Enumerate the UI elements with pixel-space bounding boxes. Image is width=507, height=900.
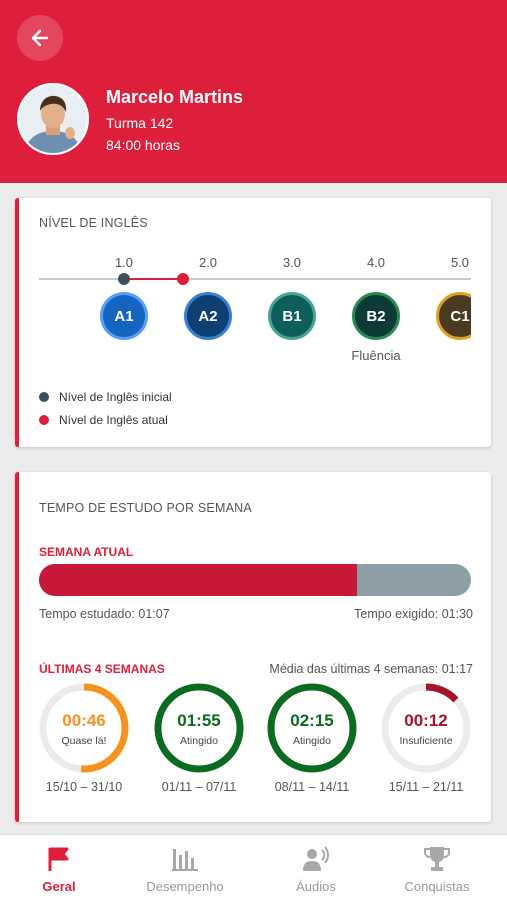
english-level-card: NÍVEL DE INGLÊS 1.0 2.0 3.0 4.0 5.0 A1 A… bbox=[15, 198, 491, 447]
arrow-left-icon bbox=[31, 29, 49, 47]
level-b2-label: B2 bbox=[366, 307, 386, 325]
legend-initial: Nível de Inglês inicial bbox=[39, 390, 172, 404]
week-ring-progress bbox=[154, 683, 244, 773]
week-ring-progress bbox=[39, 683, 129, 773]
level-c1-clip: C1 bbox=[433, 292, 471, 344]
nav-label: Geral bbox=[42, 879, 76, 894]
week-ring-progress bbox=[381, 683, 471, 773]
profile-header: Marcelo Martins Turma 142 84:00 horas bbox=[0, 0, 507, 183]
legend-initial-dot bbox=[39, 392, 49, 402]
bottom-navigation: Geral Desempenho Áudios Conquistas bbox=[0, 834, 507, 900]
flag-icon bbox=[48, 847, 69, 871]
user-hours: 84:00 horas bbox=[106, 137, 180, 153]
user-photo-icon bbox=[19, 85, 87, 153]
current-week-progress-bar bbox=[39, 564, 471, 596]
tick-label: 5.0 bbox=[450, 255, 470, 270]
week-time: 00:12 bbox=[404, 711, 448, 730]
legend-current-dot bbox=[39, 415, 49, 425]
week-ring bbox=[39, 683, 129, 773]
level-a2[interactable]: A2 bbox=[184, 292, 232, 340]
week-ring bbox=[381, 683, 471, 773]
study-time-card: TEMPO DE ESTUDO POR SEMANA SEMANA ATUAL … bbox=[15, 472, 491, 822]
nav-item-conquistas[interactable]: Conquistas bbox=[382, 835, 492, 900]
level-a1-label: A1 bbox=[114, 307, 134, 325]
legend-current: Nível de Inglês atual bbox=[39, 413, 168, 427]
average-time: Média das últimas 4 semanas: 01:17 bbox=[269, 662, 473, 676]
nav-label: Conquistas bbox=[404, 879, 470, 894]
legend-current-label: Nível de Inglês atual bbox=[59, 413, 168, 427]
legend-initial-label: Nível de Inglês inicial bbox=[59, 390, 172, 404]
nav-item-desempenho[interactable]: Desempenho bbox=[130, 835, 240, 900]
nav-item-geral[interactable]: Geral bbox=[4, 835, 114, 900]
week-ring bbox=[154, 683, 244, 773]
level-b2[interactable]: B2 bbox=[352, 292, 400, 340]
avatar bbox=[17, 83, 89, 155]
required-time: Tempo exigido: 01:30 bbox=[354, 607, 473, 621]
level-c1[interactable]: C1 bbox=[436, 292, 471, 340]
tick-label: 3.0 bbox=[282, 255, 302, 270]
week-time: 02:15 bbox=[290, 711, 334, 730]
current-week-label: SEMANA ATUAL bbox=[39, 545, 134, 559]
nav-label: Áudios bbox=[296, 879, 336, 894]
level-track bbox=[39, 278, 471, 280]
week-range: 15/10 – 31/10 bbox=[45, 780, 123, 794]
b2-fluency-note: Fluência bbox=[351, 348, 401, 363]
tick-label: 4.0 bbox=[366, 255, 386, 270]
speaking-person-icon bbox=[303, 846, 329, 871]
week-range: 01/11 – 07/11 bbox=[161, 780, 237, 794]
week-status: Insuficiente bbox=[399, 735, 453, 747]
current-level-marker bbox=[176, 273, 189, 285]
nav-label: Desempenho bbox=[146, 879, 224, 894]
bar-chart-icon bbox=[172, 849, 198, 871]
level-a2-label: A2 bbox=[198, 307, 218, 325]
last-weeks-label: ÚLTIMAS 4 SEMANAS bbox=[39, 662, 165, 676]
week-ring-progress bbox=[267, 683, 357, 773]
level-b1-label: B1 bbox=[282, 307, 302, 325]
initial-level-marker bbox=[118, 273, 130, 285]
trophy-icon bbox=[424, 847, 450, 871]
user-name: Marcelo Martins bbox=[106, 87, 244, 107]
week-range: 08/11 – 14/11 bbox=[274, 780, 350, 794]
tick-label: 2.0 bbox=[198, 255, 218, 270]
current-week-progress-fill bbox=[39, 564, 358, 596]
nav-item-audios[interactable]: Áudios bbox=[261, 835, 371, 900]
tick-label: 1.0 bbox=[114, 255, 134, 270]
week-summary[interactable]: 01:55 Atingido 01/11 – 07/11 bbox=[153, 682, 245, 794]
week-summary[interactable]: 02:15 Atingido 08/11 – 14/11 bbox=[266, 682, 358, 794]
level-a1[interactable]: A1 bbox=[100, 292, 148, 340]
week-range: 15/11 – 21/11 bbox=[388, 780, 464, 794]
week-status: Atingido bbox=[180, 735, 218, 747]
level-c1-label: C1 bbox=[450, 307, 470, 325]
week-time: 01:55 bbox=[177, 711, 221, 730]
week-ring bbox=[267, 683, 357, 773]
english-level-title: NÍVEL DE INGLÊS bbox=[39, 216, 148, 230]
level-progress bbox=[124, 278, 183, 280]
week-time: 00:46 bbox=[62, 711, 106, 730]
week-status: Atingido bbox=[293, 735, 331, 747]
back-button[interactable] bbox=[17, 15, 63, 61]
week-status: Quase lá! bbox=[61, 735, 107, 747]
studied-time: Tempo estudado: 01:07 bbox=[39, 607, 170, 621]
week-summary[interactable]: 00:46 Quase lá! 15/10 – 31/10 bbox=[38, 682, 130, 794]
user-class: Turma 142 bbox=[106, 115, 174, 131]
study-time-title: TEMPO DE ESTUDO POR SEMANA bbox=[39, 501, 252, 515]
week-summary[interactable]: 00:12 Insuficiente 15/11 – 21/11 bbox=[380, 682, 472, 794]
level-b1[interactable]: B1 bbox=[268, 292, 316, 340]
